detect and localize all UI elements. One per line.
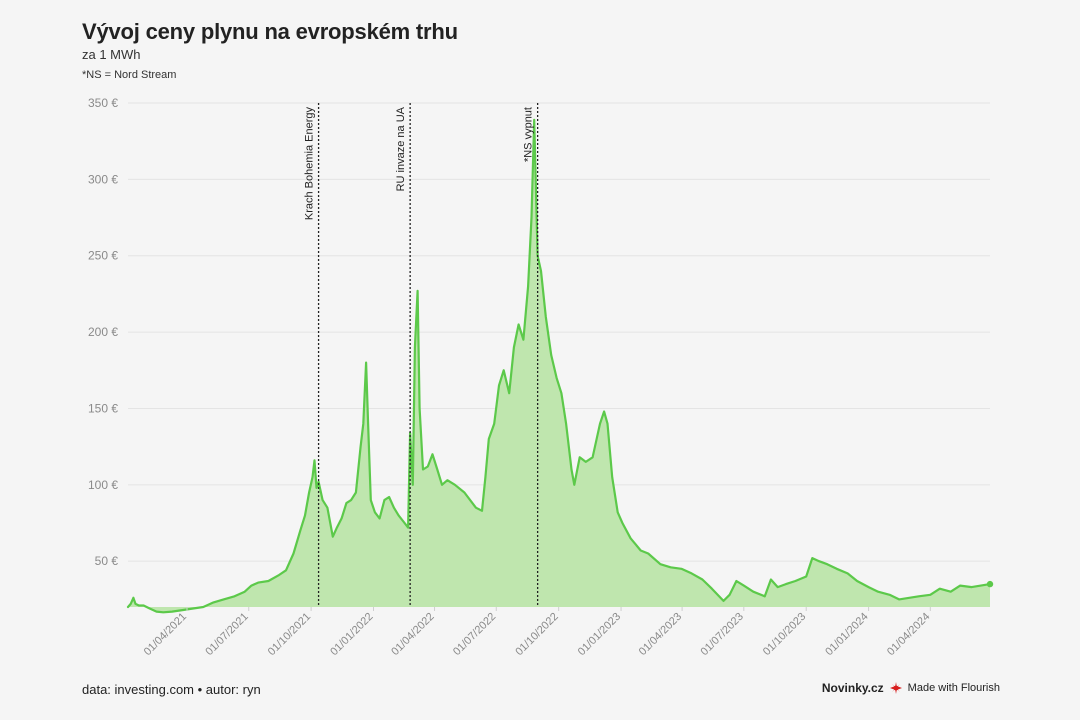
y-tick-label: 300 € (88, 172, 118, 186)
annotation-label: RU invaze na UA (395, 106, 407, 191)
x-tick-label: 01/07/2021 (203, 611, 250, 658)
x-tick-label: 01/01/2024 (823, 611, 870, 658)
chart-note: *NS = Nord Stream (82, 69, 177, 81)
chart-title: Vývoj ceny plynu na evropském trhu (82, 19, 458, 44)
x-tick-label: 01/10/2022 (513, 611, 560, 658)
y-tick-label: 350 € (88, 96, 118, 110)
y-tick-label: 50 € (95, 554, 119, 568)
x-tick-label: 01/01/2022 (328, 611, 375, 658)
x-tick-label: 01/07/2022 (451, 611, 498, 658)
chart-subtitle: za 1 MWh (82, 47, 141, 62)
x-tick-label: 01/07/2023 (699, 611, 746, 658)
x-tick-label: 01/01/2023 (576, 611, 623, 658)
y-tick-label: 250 € (88, 249, 118, 263)
x-tick-label: 01/04/2024 (885, 611, 932, 658)
novinky-brand[interactable]: Novinky.cz (821, 681, 884, 695)
x-tick-label: 01/04/2022 (389, 611, 436, 658)
annotation-label: Krach Bohemia Energy (304, 107, 316, 221)
x-tick-label: 01/04/2021 (142, 611, 189, 658)
x-tick-label: 01/04/2023 (637, 611, 684, 658)
series-area (128, 119, 990, 613)
flourish-burst-icon (889, 682, 902, 694)
series-line (126, 118, 992, 614)
x-tick-label: 01/10/2023 (761, 611, 808, 658)
footer-source: data: investing.com • autor: ryn (82, 682, 261, 697)
y-tick-label: 200 € (88, 325, 118, 339)
annotation-label: *NS vypnut (523, 107, 535, 162)
y-tick-label: 150 € (88, 401, 118, 415)
x-tick-label: 01/10/2021 (266, 611, 313, 658)
flourish-credit[interactable]: Made with Flourish (907, 682, 1000, 694)
y-tick-label: 100 € (88, 478, 118, 492)
series-end-point (986, 580, 994, 588)
footer-brand: Novinky.cz Made with Flourish (822, 681, 1000, 695)
